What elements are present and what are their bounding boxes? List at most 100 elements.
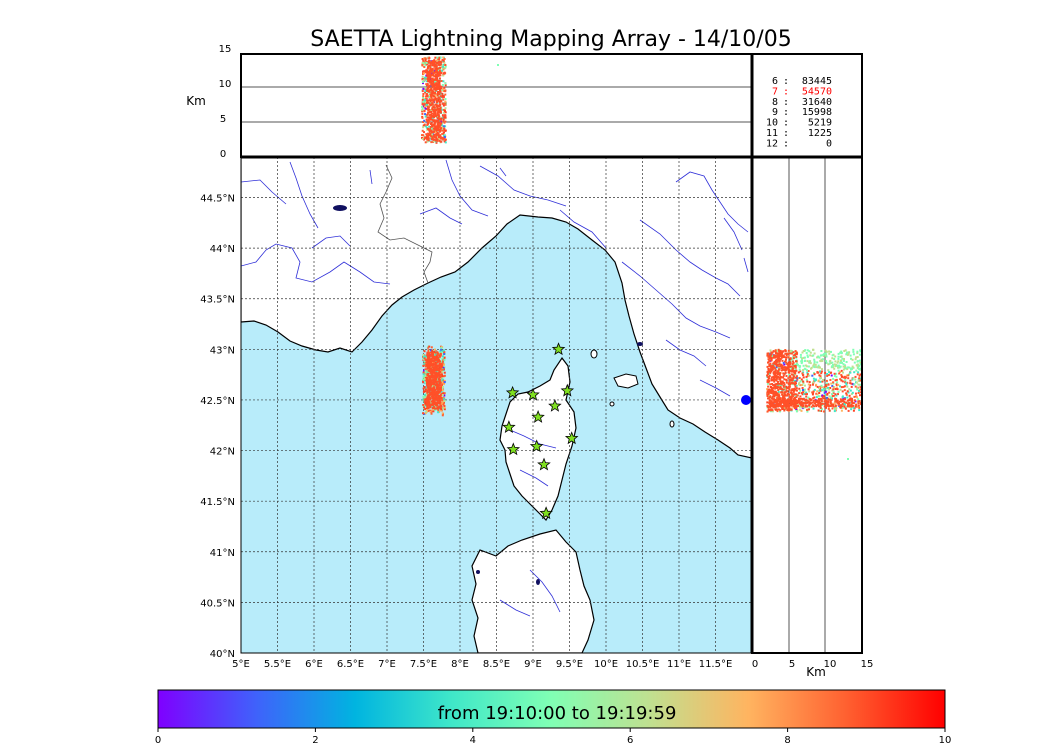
colorbar-tick-label: 10 — [939, 735, 952, 746]
lon-tick-label: 11.5°E — [699, 659, 733, 670]
corsica-land — [499, 356, 577, 521]
station-star-icon — [529, 439, 544, 453]
border-lines — [377, 164, 433, 284]
stat-level: 12 — [766, 138, 778, 149]
station-star-icon — [539, 506, 553, 520]
stat-level: 11 — [766, 128, 778, 139]
lon-tick-label: 6°E — [305, 659, 323, 670]
lat-tick-label: 42.5°N — [200, 396, 235, 407]
stat-separator: : — [783, 128, 789, 139]
top-ylabel: Km — [186, 94, 206, 108]
giglio-island — [669, 420, 675, 428]
colorbar-label: from 19:10:00 to 19:19:59 — [438, 703, 677, 724]
right-xtick-0: 0 — [752, 659, 758, 670]
stat-level: 8 — [772, 97, 778, 108]
lat-tick-label: 43°N — [210, 345, 235, 356]
stat-count: 54570 — [802, 86, 832, 97]
map-lightning-sources — [422, 345, 446, 417]
station-star-icon — [560, 383, 575, 397]
top-altitude-panel: 15 10 5 0 Km — [186, 44, 753, 160]
lon-tick-label: 9.5°E — [556, 659, 583, 670]
stats-box: 6:834457:545708:316409:1599810:521911:12… — [751, 53, 863, 158]
station-star-icon — [505, 385, 520, 399]
right-xtick-15: 15 — [861, 659, 874, 670]
stat-separator: : — [783, 107, 789, 118]
lon-tick-label: 7.5°E — [410, 659, 437, 670]
lon-tick-label: 6.5°E — [337, 659, 364, 670]
lake — [637, 342, 643, 346]
stat-level: 10 — [766, 118, 778, 129]
lon-tick-label: 10.5°E — [626, 659, 660, 670]
station-star-icon — [502, 420, 516, 433]
station-star-icon — [506, 442, 521, 456]
stat-level: 6 — [772, 76, 778, 87]
lat-tick-label: 40.5°N — [200, 598, 235, 609]
stat-count: 15998 — [802, 107, 832, 118]
lma-stations — [502, 342, 579, 520]
stat-count: 0 — [826, 138, 832, 149]
station-star-icon — [551, 342, 566, 356]
stat-count: 1225 — [808, 128, 832, 139]
station-star-icon — [531, 409, 545, 423]
map-graticule — [241, 157, 752, 653]
lat-tick-label: 44.5°N — [200, 193, 235, 204]
lat-tick-label: 41°N — [210, 548, 235, 559]
lake — [333, 205, 347, 211]
figure-title: SAETTA Lightning Mapping Array - 14/10/0… — [310, 27, 791, 52]
top-ytick-10: 10 — [219, 79, 232, 90]
stat-separator: : — [783, 138, 789, 149]
sardinia-land — [471, 529, 595, 653]
rivers — [241, 159, 749, 617]
lon-tick-label: 5.5°E — [264, 659, 291, 670]
lat-tick-label: 42°N — [210, 447, 235, 458]
pianosa-island — [609, 401, 615, 407]
mainland-land — [241, 157, 752, 459]
time-colorbar: from 19:10:00 to 19:19:59 0 2 4 6 8 10 — [155, 689, 952, 746]
stat-level: 9 — [772, 107, 778, 118]
right-altitude-panel: 0 5 10 15 Km — [241, 54, 873, 679]
top-panel-sources — [421, 56, 499, 144]
stat-separator: : — [783, 97, 789, 108]
lon-tick-label: 5°E — [232, 659, 250, 670]
station-star-icon — [564, 431, 579, 445]
map-panel: 5°E 5.5°E 6°E 6.5°E 7°E 7.5°E 8°E 8.5°E 9°E 9.5°E… — [200, 156, 753, 670]
right-xtick-10: 10 — [824, 659, 837, 670]
top-ytick-15: 15 — [219, 44, 232, 55]
colorbar-tick-label: 8 — [784, 735, 790, 746]
lon-tick-label: 10°E — [594, 659, 618, 670]
lat-tick-label: 44°N — [210, 244, 235, 255]
station-star-icon — [526, 387, 540, 401]
station-star-icon — [548, 398, 562, 412]
lon-tick-label: 11°E — [667, 659, 691, 670]
colorbar-tick-label: 4 — [470, 735, 476, 746]
lake — [536, 579, 540, 585]
lon-tick-label: 9°E — [524, 659, 542, 670]
capraia-island — [590, 349, 598, 359]
top-ytick-5: 5 — [220, 114, 226, 125]
right-xlabel: Km — [806, 665, 826, 679]
station-star-icon — [537, 457, 551, 471]
lake — [476, 570, 480, 574]
stat-count: 83445 — [802, 76, 832, 87]
colorbar-tick-label: 2 — [312, 735, 318, 746]
colorbar-tick-label: 0 — [155, 735, 161, 746]
stat-separator: : — [783, 76, 789, 87]
lat-tick-label: 43.5°N — [200, 295, 235, 306]
top-ytick-0: 0 — [220, 149, 226, 160]
elba-island — [613, 373, 639, 389]
colorbar-tick-label: 6 — [627, 735, 633, 746]
offmap-source-cluster — [741, 395, 751, 405]
lat-tick-label: 40°N — [210, 649, 235, 660]
stat-separator: : — [783, 86, 789, 97]
right-xtick-5: 5 — [789, 659, 795, 670]
stat-separator: : — [783, 118, 789, 129]
lon-tick-label: 8.5°E — [483, 659, 510, 670]
stat-level: 7 — [772, 86, 778, 97]
right-panel-sources — [766, 348, 862, 460]
lon-tick-label: 7°E — [378, 659, 396, 670]
lat-tick-label: 41.5°N — [200, 497, 235, 508]
stat-count: 31640 — [802, 97, 832, 108]
lon-tick-label: 8°E — [451, 659, 469, 670]
stat-count: 5219 — [808, 118, 832, 129]
